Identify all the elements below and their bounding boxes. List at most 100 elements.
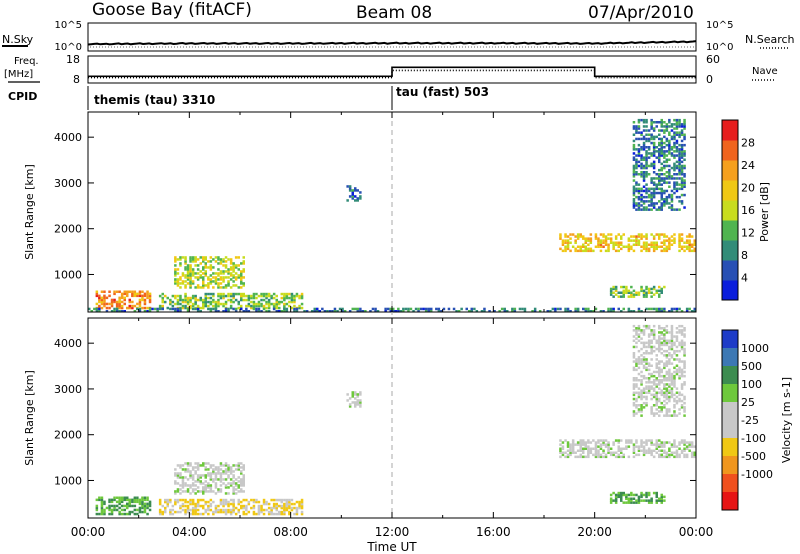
heatmap-cell-6	[637, 501, 641, 504]
heatmap-cell-1	[196, 486, 200, 489]
heatmap-cell-2	[212, 300, 215, 304]
heatmap-cell-5	[673, 173, 676, 176]
heatmap-cell-0	[138, 304, 142, 308]
heatmap-cell-5	[632, 187, 636, 191]
heatmap-cell-2	[176, 498, 180, 502]
heatmap-cell-5	[670, 123, 674, 126]
heatmap-cell-2	[290, 300, 294, 304]
heatmap-cell-2	[250, 498, 253, 502]
heatmap-cell-5	[635, 331, 638, 334]
heatmap-cell-2	[184, 504, 187, 508]
heatmap-cell-0	[141, 290, 144, 293]
heatmap-cell-4	[569, 445, 572, 448]
heatmap-cell-4	[582, 237, 585, 240]
heatmap-cell-0	[146, 504, 149, 508]
heatmap-cell-6	[632, 493, 636, 497]
heatmap-cell-5	[642, 324, 646, 328]
heatmap-cell-5	[678, 208, 681, 211]
heatmap-cell-7	[407, 310, 410, 313]
heatmap-cell-2	[222, 502, 225, 506]
heatmap-cell-4	[637, 445, 641, 448]
heatmap-cell-6	[630, 501, 633, 504]
heatmap-cell-4	[637, 243, 641, 246]
heatmap-cell-2	[232, 294, 235, 298]
heatmap-cell-5	[675, 391, 679, 394]
heatmap-cell-4	[655, 443, 658, 446]
heatmap-cell-5	[668, 391, 671, 394]
heatmap-cell-4	[589, 249, 593, 253]
heatmap-cell-1	[214, 468, 218, 471]
heatmap-cell-5	[675, 337, 679, 340]
heatmap-cell-5	[670, 200, 674, 203]
heatmap-cell-2	[227, 508, 230, 512]
heatmap-cell-3	[348, 185, 352, 188]
heatmap-cell-4	[668, 239, 671, 242]
heatmap-cell-7	[369, 310, 372, 313]
heatmap-cell-2	[240, 292, 243, 296]
heatmap-cell-3	[354, 199, 357, 202]
heatmap-cell-1	[212, 272, 215, 275]
heatmap-cell-5	[632, 191, 636, 195]
heatmap-cell-4	[640, 445, 643, 448]
heatmap-cell-2	[214, 302, 218, 306]
heatmap-cell-7	[321, 307, 324, 311]
heatmap-cell-0	[128, 498, 131, 502]
heatmap-cell-7	[493, 310, 496, 313]
heatmap-cell-2	[202, 306, 205, 310]
heatmap-cell-4	[688, 247, 691, 251]
heatmap-cell-5	[640, 175, 643, 178]
heatmap-cell-0	[126, 292, 129, 296]
heatmap-cell-5	[678, 154, 681, 157]
heatmap-cell-5	[658, 143, 661, 147]
heatmap-cell-4	[579, 449, 582, 452]
heatmap-cell-4	[660, 233, 663, 236]
heatmap-cell-5	[642, 352, 646, 355]
heatmap-cell-5	[635, 368, 638, 372]
heatmap-cell-5	[650, 204, 653, 207]
heatmap-cell-5	[668, 193, 671, 197]
heatmap-cell-2	[285, 302, 289, 306]
heatmap-cell-4	[683, 453, 686, 457]
heatmap-cell-1	[189, 472, 192, 475]
heatmap-cell-5	[652, 379, 656, 382]
heatmap-cell-7	[209, 307, 213, 311]
heatmap-cell-4	[622, 455, 625, 459]
heatmap-cell-1	[194, 492, 197, 495]
heatmap-cell-2	[275, 304, 278, 308]
heatmap-cell-2	[222, 510, 225, 514]
heatmap-cell-0	[128, 502, 131, 506]
heatmap-cell-4	[569, 451, 572, 454]
heatmap-cell-5	[650, 412, 653, 415]
heatmap-cell-7	[359, 310, 362, 313]
heatmap-cell-0	[148, 298, 152, 302]
heatmap-cell-4	[645, 241, 648, 244]
heatmap-cell-5	[647, 381, 651, 384]
heatmap-cell-1	[240, 470, 243, 473]
heatmap-cell-3	[346, 393, 349, 396]
heatmap-cell-7	[255, 310, 258, 313]
heatmap-cell-5	[673, 352, 676, 355]
heatmap-cell-5	[637, 333, 641, 336]
heatmap-cell-5	[640, 171, 643, 174]
heatmap-cell-5	[675, 358, 679, 361]
heatmap-cell-4	[604, 243, 608, 246]
heatmap-cell-1	[191, 258, 195, 261]
heatmap-cell-5	[668, 121, 671, 124]
heatmap-cell-5	[683, 366, 686, 370]
heatmap-cell-4	[690, 441, 694, 444]
heatmap-cell-1	[196, 284, 200, 287]
heatmap-cell-6	[655, 495, 658, 499]
heatmap-cell-4	[609, 447, 613, 450]
heatmap-cell-5	[642, 118, 646, 122]
heatmap-cell-4	[625, 441, 628, 444]
heatmap-cell-1	[184, 276, 187, 279]
heatmap-cell-5	[673, 131, 676, 134]
heatmap-cell-2	[171, 512, 175, 516]
heatmap-cell-5	[640, 154, 643, 157]
heatmap-cell-7	[607, 307, 610, 311]
heatmap-cell-5	[647, 195, 651, 199]
heatmap-cell-1	[229, 268, 233, 271]
heatmap-cell-7	[389, 310, 392, 313]
heatmap-cell-4	[645, 249, 648, 253]
